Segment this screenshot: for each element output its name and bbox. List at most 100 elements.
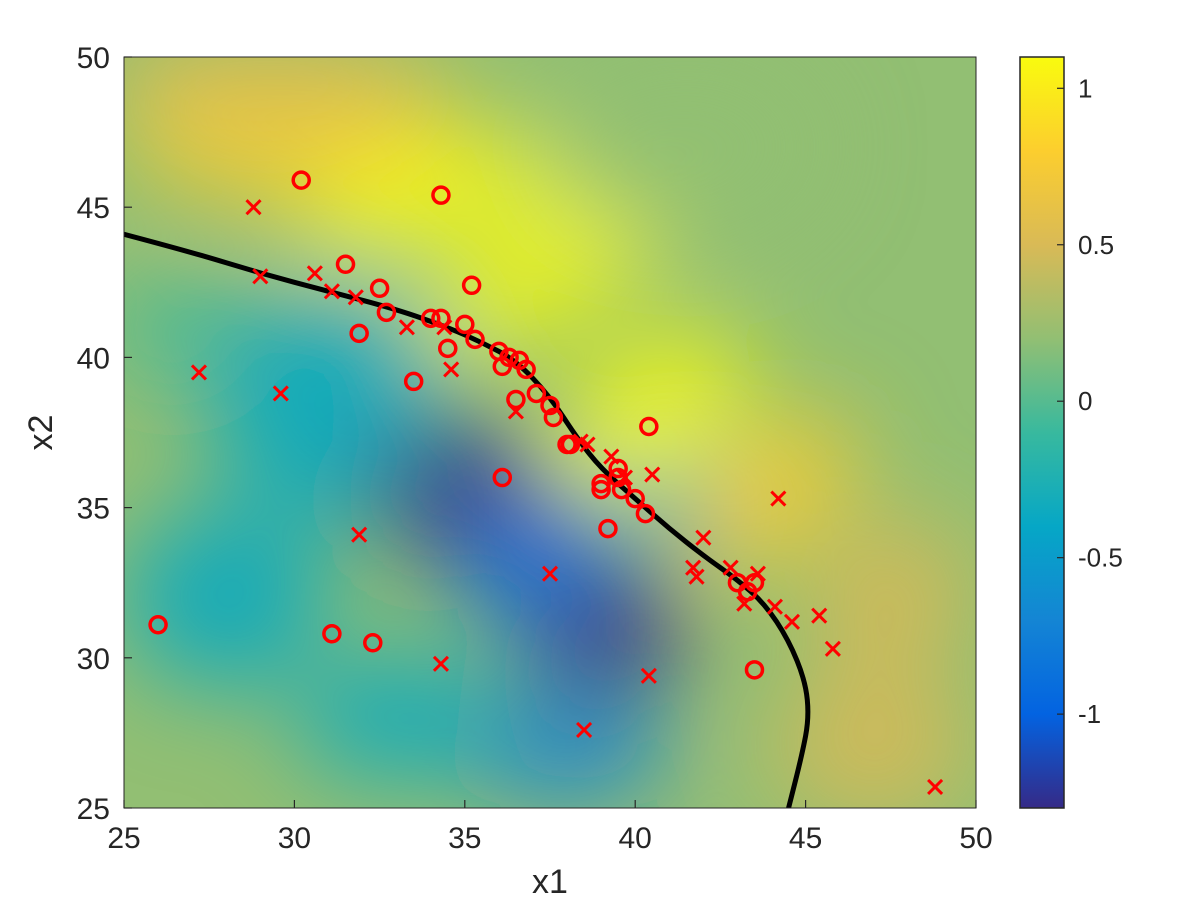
heatmap-region	[627, 465, 712, 550]
cross-marker	[576, 721, 593, 738]
cross-marker	[640, 667, 657, 684]
cross-marker	[783, 613, 801, 630]
circle-marker	[639, 416, 659, 437]
y-axis: 25 30 35 40 45 50	[77, 42, 132, 826]
cross-marker	[688, 568, 705, 585]
cross-marker	[770, 490, 787, 507]
circle-marker	[543, 407, 564, 428]
circle-marker	[420, 308, 441, 329]
y-tick-label: 35	[77, 493, 110, 526]
cross-marker	[398, 319, 415, 336]
heatmap-background	[124, 57, 976, 808]
heatmap-region	[550, 57, 823, 238]
heatmap-region	[124, 57, 431, 109]
heatmap-region	[124, 507, 329, 688]
y-tick-label: 25	[77, 793, 110, 826]
cross-marker	[722, 559, 739, 576]
circle-marker	[291, 170, 311, 190]
circle-marker	[349, 323, 369, 344]
decision-boundary-line	[124, 231, 811, 808]
circle-marker	[148, 615, 168, 635]
cross-marker	[616, 469, 634, 486]
circle-marker	[369, 278, 390, 299]
cross-marker	[507, 403, 524, 420]
cross-marker	[190, 364, 208, 381]
heatmap-region	[428, 190, 672, 356]
cross-marker	[252, 268, 269, 285]
colorbar-tick-label: 0	[1078, 386, 1092, 416]
circle-marker	[598, 518, 618, 539]
plot-frame	[123, 56, 977, 809]
heatmap-region	[453, 484, 613, 634]
cross-marker	[306, 265, 323, 282]
circle-marker	[591, 479, 611, 500]
circle-marker	[461, 275, 482, 296]
cross-marker	[603, 448, 620, 465]
circle-marker	[363, 633, 383, 653]
x-tick-label: 45	[789, 822, 822, 855]
circle-marker	[506, 389, 526, 410]
cross-marker	[644, 466, 661, 483]
circle-marker	[591, 473, 611, 494]
x-tick-label: 25	[107, 822, 140, 855]
colorbar-tick-label: -0.5	[1078, 543, 1123, 573]
cross-marker	[323, 283, 340, 300]
data-points	[148, 170, 944, 796]
cross-marker	[695, 529, 712, 546]
heatmap-region	[809, 518, 972, 678]
y-tick-label: 50	[77, 42, 110, 75]
cross-marker	[541, 565, 559, 582]
heatmap-region	[464, 687, 670, 808]
circle-marker	[625, 488, 645, 509]
circle-marker	[455, 314, 475, 335]
y-tick-label: 30	[77, 643, 110, 676]
cross-marker	[351, 526, 368, 543]
circle-marker	[492, 356, 513, 377]
cross-marker	[443, 361, 460, 378]
cross-marker	[436, 319, 453, 336]
x-tick-label: 40	[619, 822, 652, 855]
circle-marker	[431, 308, 451, 329]
cross-marker	[824, 640, 841, 657]
cross-marker	[811, 607, 828, 624]
x-axis: 25 30 35 40 45 50	[107, 800, 993, 855]
circle-marker	[431, 185, 451, 205]
circle-marker	[492, 467, 513, 488]
cross-marker	[749, 565, 766, 582]
heatmap-region	[555, 325, 750, 492]
x-tick-label: 30	[278, 822, 311, 855]
x-axis-label: x1	[532, 863, 568, 899]
cross-marker	[927, 778, 944, 796]
colorbar-tick-label: 1	[1078, 73, 1092, 103]
circle-marker	[335, 254, 356, 275]
cross-marker	[579, 436, 596, 453]
circle-marker	[322, 624, 342, 644]
y-tick-label: 45	[77, 192, 110, 225]
cross-marker	[766, 598, 783, 615]
circle-marker	[403, 371, 424, 392]
y-axis-label: x2	[22, 415, 60, 451]
circle-marker	[526, 383, 547, 404]
circle-marker	[516, 359, 536, 380]
x-tick-label: 50	[959, 822, 992, 855]
cross-marker	[347, 289, 364, 306]
cross-marker	[432, 655, 450, 672]
cross-marker	[685, 559, 702, 576]
circle-marker	[540, 395, 560, 416]
heatmap-region	[294, 657, 499, 778]
circle-marker	[635, 503, 656, 524]
colorbar-tick-label: 0.5	[1078, 230, 1114, 260]
circle-marker	[465, 329, 485, 350]
x-tick-label: 35	[448, 822, 481, 855]
cross-marker	[272, 385, 289, 402]
cross-marker	[245, 199, 262, 216]
heatmap-region	[298, 135, 564, 262]
circle-marker	[744, 660, 765, 680]
circle-marker	[438, 338, 458, 359]
colorbar-tick-label: -1	[1078, 699, 1101, 729]
cross-marker	[736, 595, 753, 612]
colorbar-ticks: -1 -0.5 0 0.5 1	[1057, 73, 1123, 729]
heatmap-region	[771, 672, 976, 808]
circle-marker	[376, 302, 397, 323]
